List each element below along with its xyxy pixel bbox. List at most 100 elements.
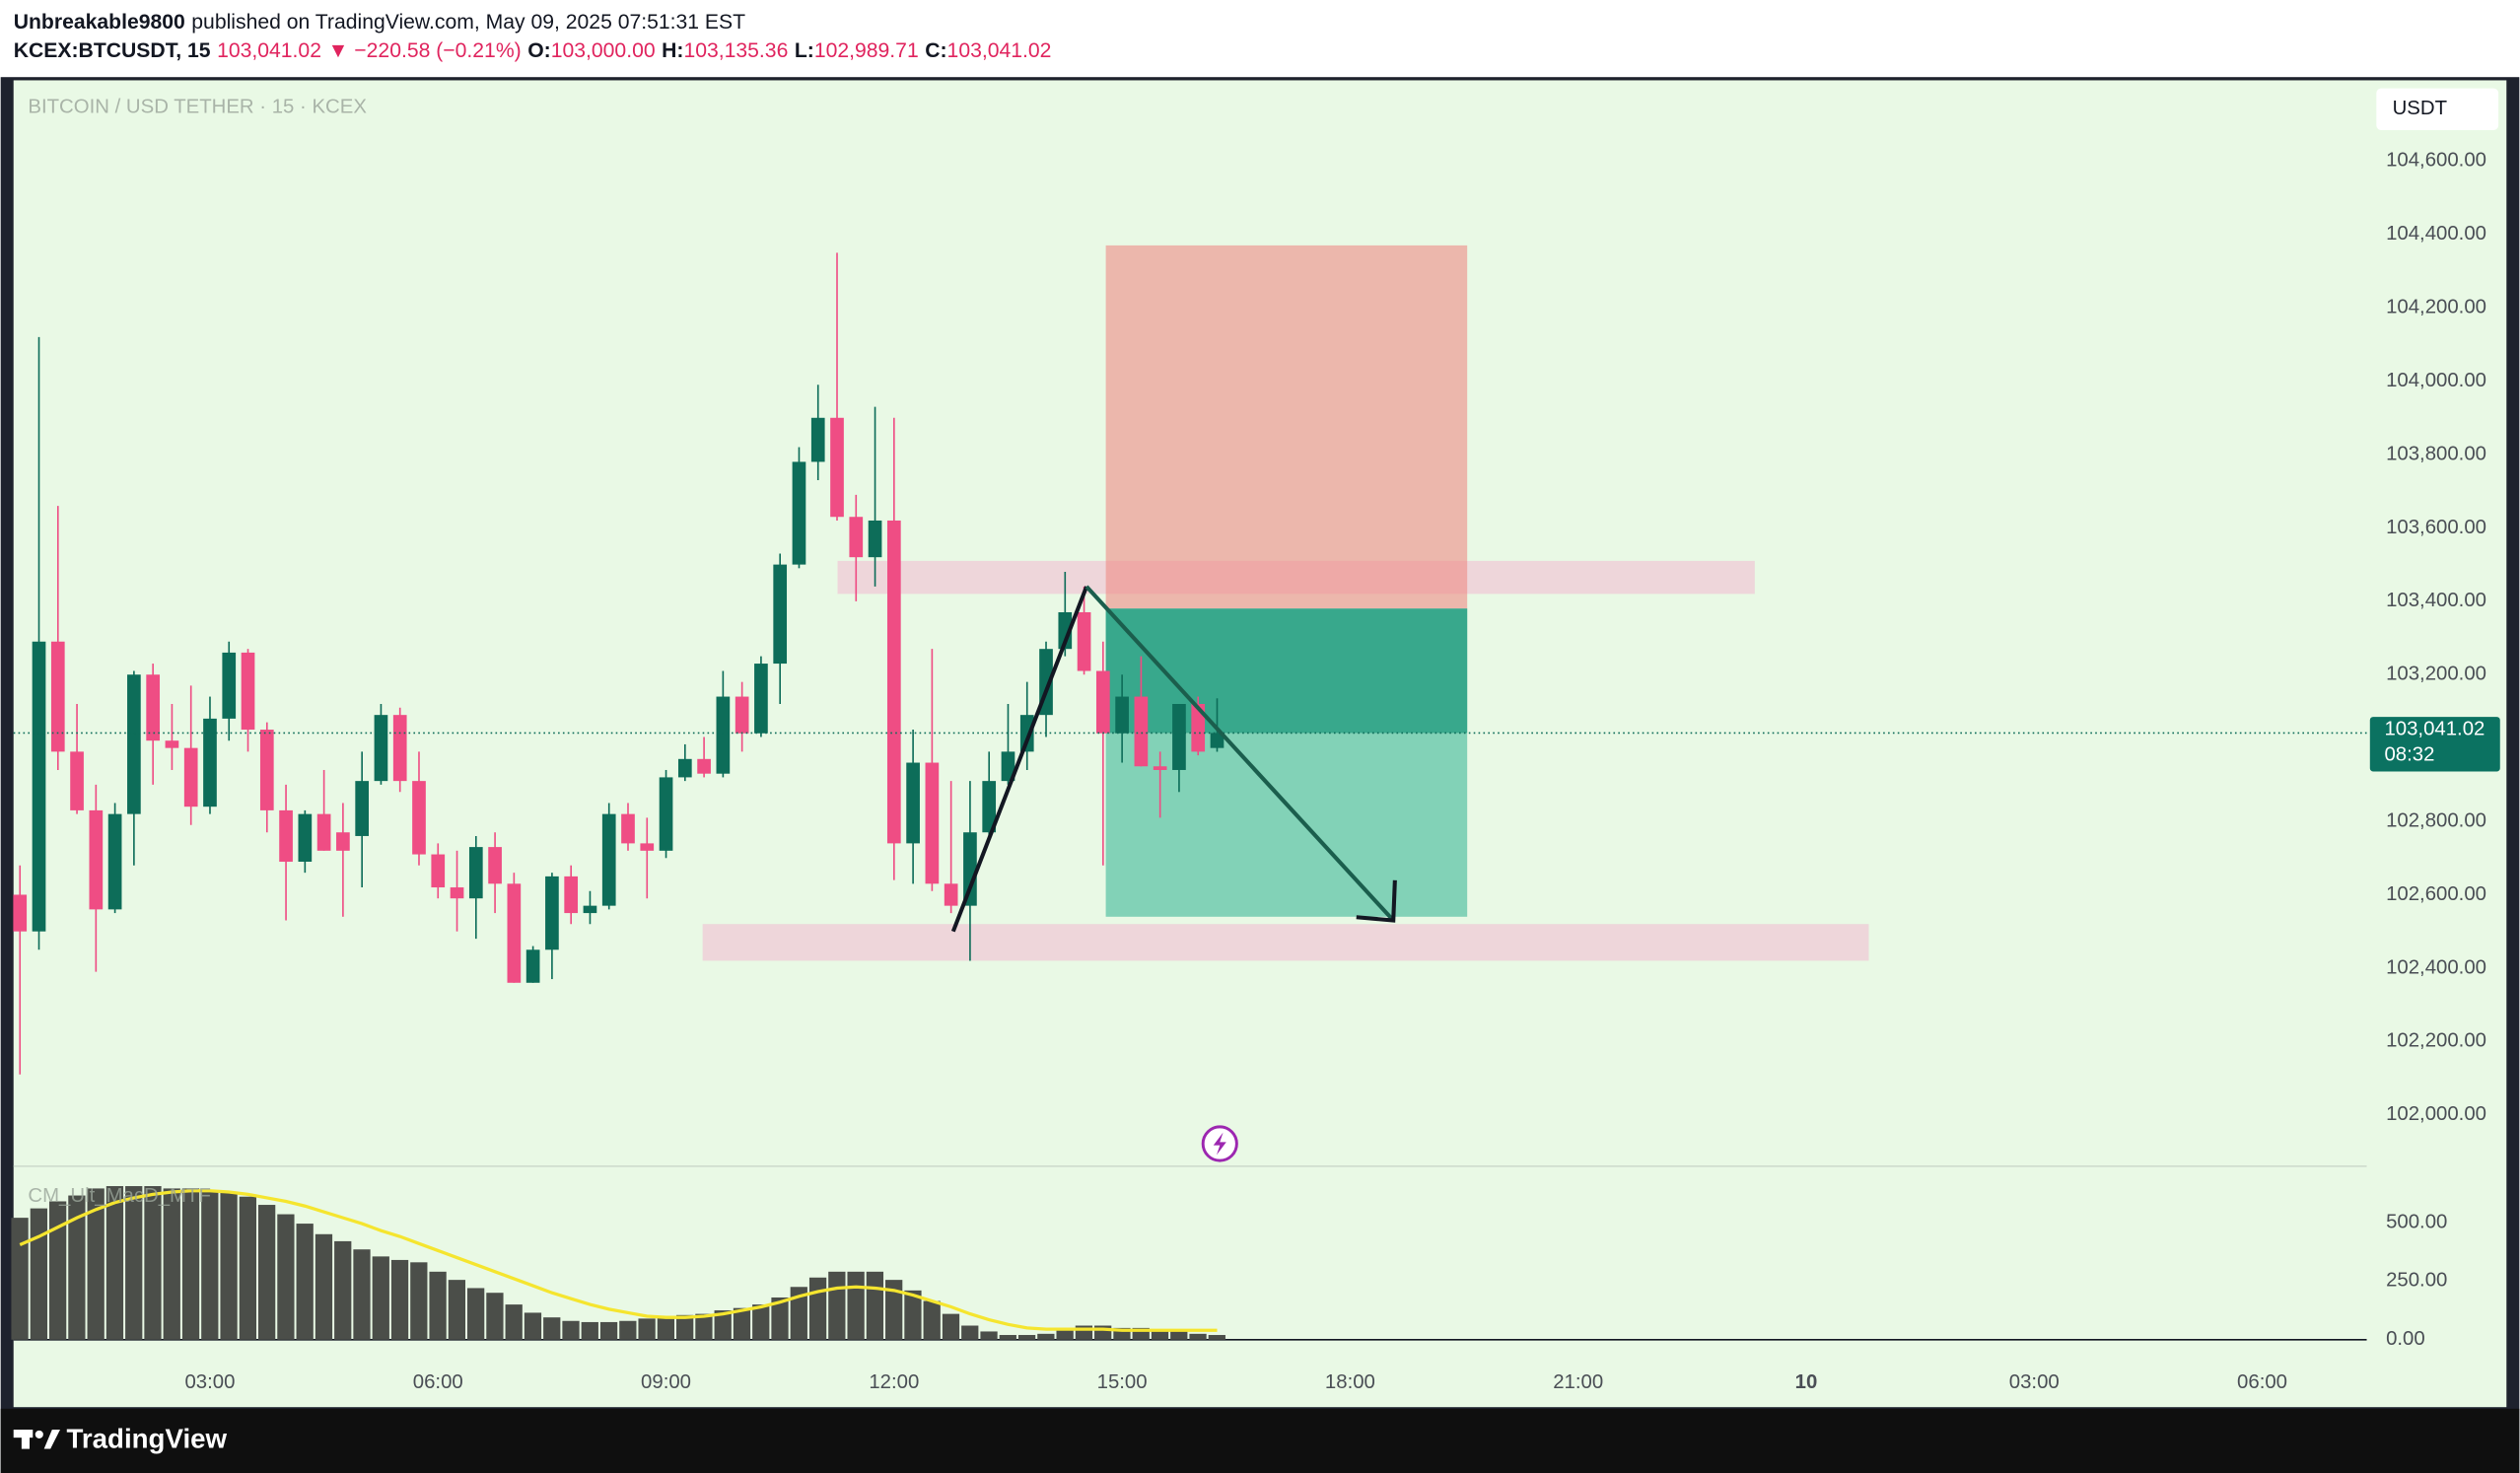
histogram-bar — [790, 1287, 807, 1340]
histogram-bar — [1056, 1330, 1074, 1340]
histogram-bar — [714, 1310, 732, 1340]
candle-body — [677, 758, 692, 778]
currency-box[interactable] — [2376, 88, 2499, 130]
high: 103,135.36 — [683, 39, 788, 62]
histogram-bar — [923, 1300, 941, 1340]
histogram-bar — [599, 1321, 618, 1340]
candle-body — [868, 520, 882, 558]
currency[interactable]: USDT — [2393, 98, 2447, 119]
candle-body — [127, 674, 141, 814]
histogram-bar — [390, 1259, 409, 1340]
candle-body — [412, 781, 426, 855]
position-realized — [1105, 608, 1468, 734]
histogram-bar — [808, 1277, 827, 1340]
candle-body — [925, 762, 940, 884]
y-tick-label: 102,400.00 — [2386, 956, 2486, 978]
candle-body — [640, 843, 655, 851]
histogram-bar — [866, 1271, 884, 1340]
candle-body — [89, 809, 104, 910]
candle-body — [392, 715, 407, 782]
candle-body — [165, 740, 179, 748]
histogram-bar — [315, 1233, 333, 1340]
candle-body — [431, 854, 446, 888]
low: 102,989.71 — [814, 39, 919, 62]
candle-body — [659, 777, 673, 851]
histogram-bar — [980, 1331, 998, 1340]
header-ohlc-line: KCEX:BTCUSDT, 15 103,041.02 ▼ −220.58 (−0.… — [14, 39, 1052, 62]
logo-part[interactable] — [35, 1430, 43, 1438]
candle-body — [583, 905, 597, 914]
histogram-bar — [87, 1188, 105, 1340]
histogram-bar — [695, 1313, 713, 1340]
histogram-bar — [239, 1196, 256, 1340]
candle-body — [545, 876, 559, 950]
brand[interactable]: TradingView — [66, 1424, 227, 1454]
y-tick-label: 103,600.00 — [2386, 517, 2486, 538]
histogram-bar — [144, 1186, 162, 1340]
histogram-bar — [467, 1288, 485, 1340]
x-tick-label: 03:00 — [2009, 1371, 2060, 1393]
brand-logo[interactable] — [13, 1430, 60, 1449]
candle-body — [488, 847, 502, 884]
candle-body — [830, 417, 844, 518]
y-tick-label: 102,600.00 — [2386, 883, 2486, 905]
path-arrowhead — [1356, 879, 1397, 923]
histogram-bar — [277, 1214, 295, 1340]
histogram-bar — [543, 1317, 561, 1340]
alert-bolt[interactable] — [1213, 1132, 1226, 1156]
x-tick-label: 06:00 — [2237, 1371, 2287, 1393]
candle-body — [241, 652, 255, 731]
histogram-bar — [562, 1320, 580, 1340]
histogram-bar — [125, 1186, 143, 1340]
last-price-box — [2369, 717, 2500, 772]
candle-body — [525, 949, 540, 983]
histogram-bar — [220, 1191, 238, 1340]
histogram-bar — [638, 1318, 656, 1340]
histogram-bar — [296, 1224, 314, 1340]
pane-tick-label: 500.00 — [2386, 1211, 2447, 1232]
candle-body — [146, 674, 160, 741]
histogram-bar — [163, 1188, 180, 1340]
y-tick-label: 104,400.00 — [2386, 223, 2486, 245]
high-label: H: — [662, 39, 683, 62]
candle-body — [1001, 751, 1015, 782]
x-tick-label: 09:00 — [641, 1371, 691, 1393]
candle-body — [336, 832, 350, 851]
candle-body — [716, 696, 731, 774]
candle-body — [507, 883, 522, 983]
y-tick-label: 103,200.00 — [2386, 664, 2486, 685]
y-tick-label: 104,600.00 — [2386, 150, 2486, 172]
candle-body — [982, 781, 997, 833]
histogram-bar — [961, 1325, 979, 1340]
histogram-bar — [942, 1313, 960, 1340]
open-label: O: — [527, 39, 551, 62]
candle-body — [222, 652, 237, 719]
logo-part[interactable] — [43, 1430, 60, 1449]
alert-icon[interactable] — [1201, 1125, 1238, 1162]
histogram-bar — [429, 1271, 447, 1340]
histogram-bar — [11, 1218, 29, 1340]
candle-body — [621, 813, 635, 844]
candle-body — [1153, 766, 1167, 770]
x-tick-label: 15:00 — [1097, 1371, 1148, 1393]
y-tick-label: 104,000.00 — [2386, 370, 2486, 391]
footer-bg — [0, 1408, 2520, 1473]
candle-body — [1058, 611, 1073, 650]
candle-body — [450, 887, 464, 899]
histogram-bar — [885, 1280, 903, 1340]
y-tick-label: 102,000.00 — [2386, 1103, 2486, 1125]
candle-body — [107, 813, 122, 910]
histogram-bar — [1037, 1333, 1055, 1340]
histogram-bar — [181, 1188, 200, 1340]
histogram-bar — [676, 1314, 694, 1340]
logo-part[interactable] — [21, 1430, 31, 1449]
histogram-bar — [1132, 1327, 1150, 1340]
x-tick-label: 21:00 — [1553, 1371, 1603, 1393]
histogram-bar — [448, 1280, 466, 1340]
candle-body — [1115, 696, 1129, 734]
close: 103,041.02 — [947, 39, 1052, 62]
low-label: L: — [795, 39, 814, 62]
chart-title: BITCOIN / USD TETHER · 15 · KCEX — [28, 97, 367, 118]
